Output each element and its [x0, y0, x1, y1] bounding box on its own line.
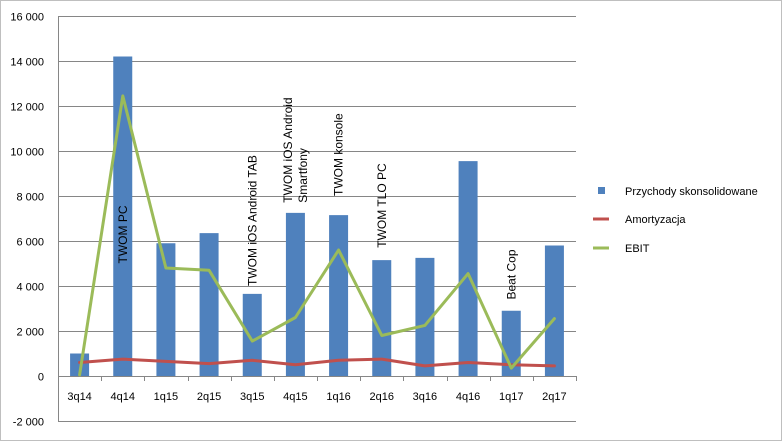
x-tick-label: 2q15 [197, 391, 221, 403]
bar [242, 293, 262, 376]
bar [458, 161, 478, 376]
legend-label: Amortyzacja [625, 214, 686, 226]
bar-annotation: TWOM iOS Android [281, 97, 295, 202]
x-tick-label: 3q15 [240, 391, 264, 403]
bar [544, 245, 564, 376]
x-tick-label: 4q16 [456, 391, 480, 403]
y-tick-label: 2 000 [16, 327, 44, 339]
y-tick-label: 8 000 [16, 192, 44, 204]
series-line [78, 94, 556, 377]
line-series [78, 94, 556, 377]
series-line [78, 357, 556, 368]
legend-swatch [598, 187, 605, 194]
y-tick-label: 14 000 [10, 57, 44, 69]
y-tick-label: 12 000 [10, 102, 44, 114]
y-tick-label: 0 [38, 372, 44, 384]
x-tick-label: 1q16 [326, 391, 350, 403]
bar [156, 243, 176, 376]
bar [285, 212, 305, 376]
bar-annotation: TWOM TLO PC [375, 163, 389, 248]
bar [70, 353, 90, 376]
x-tick-label: 2q16 [370, 391, 394, 403]
y-tick-label: 4 000 [16, 282, 44, 294]
y-tick-label: 10 000 [10, 147, 44, 159]
y-tick-label: 16 000 [10, 12, 44, 24]
legend: Przychody skonsolidowane Amortyzacja EBIT [593, 186, 758, 255]
x-tick-label: 1q17 [499, 391, 523, 403]
x-tick-label: 3q14 [67, 391, 91, 403]
bar [372, 260, 392, 376]
bar [199, 233, 219, 376]
gridlines [58, 16, 576, 422]
y-tick-label: -2 000 [13, 417, 44, 429]
annotations: TWOM PC TWOM iOS Android TAB TWOM iOS Andr… [116, 97, 519, 299]
bar-annotation: TWOM iOS Android TAB [245, 155, 259, 286]
x-tick-label: 3q16 [413, 391, 437, 403]
bar [329, 215, 349, 376]
x-tick-label: 1q15 [154, 391, 178, 403]
y-tick-label: 6 000 [16, 237, 44, 249]
bar-annotation: Beat Cop [504, 249, 518, 299]
axes: -2 000 0 2 000 4 000 6 000 8 000 10 000 12 000 1… [10, 12, 577, 429]
bar-annotation: TWOM PC [116, 205, 130, 263]
bar [415, 257, 435, 376]
legend-label: Przychody skonsolidowane [625, 186, 758, 198]
bar-annotation: Smartfony [296, 148, 310, 203]
x-tick-label: 2q17 [542, 391, 566, 403]
x-tick-label: 4q15 [283, 391, 307, 403]
x-tick-label: 4q14 [111, 391, 135, 403]
bar-annotation: TWOM konsole [332, 113, 346, 196]
bar-series [70, 56, 564, 376]
legend-label: EBIT [625, 243, 650, 255]
